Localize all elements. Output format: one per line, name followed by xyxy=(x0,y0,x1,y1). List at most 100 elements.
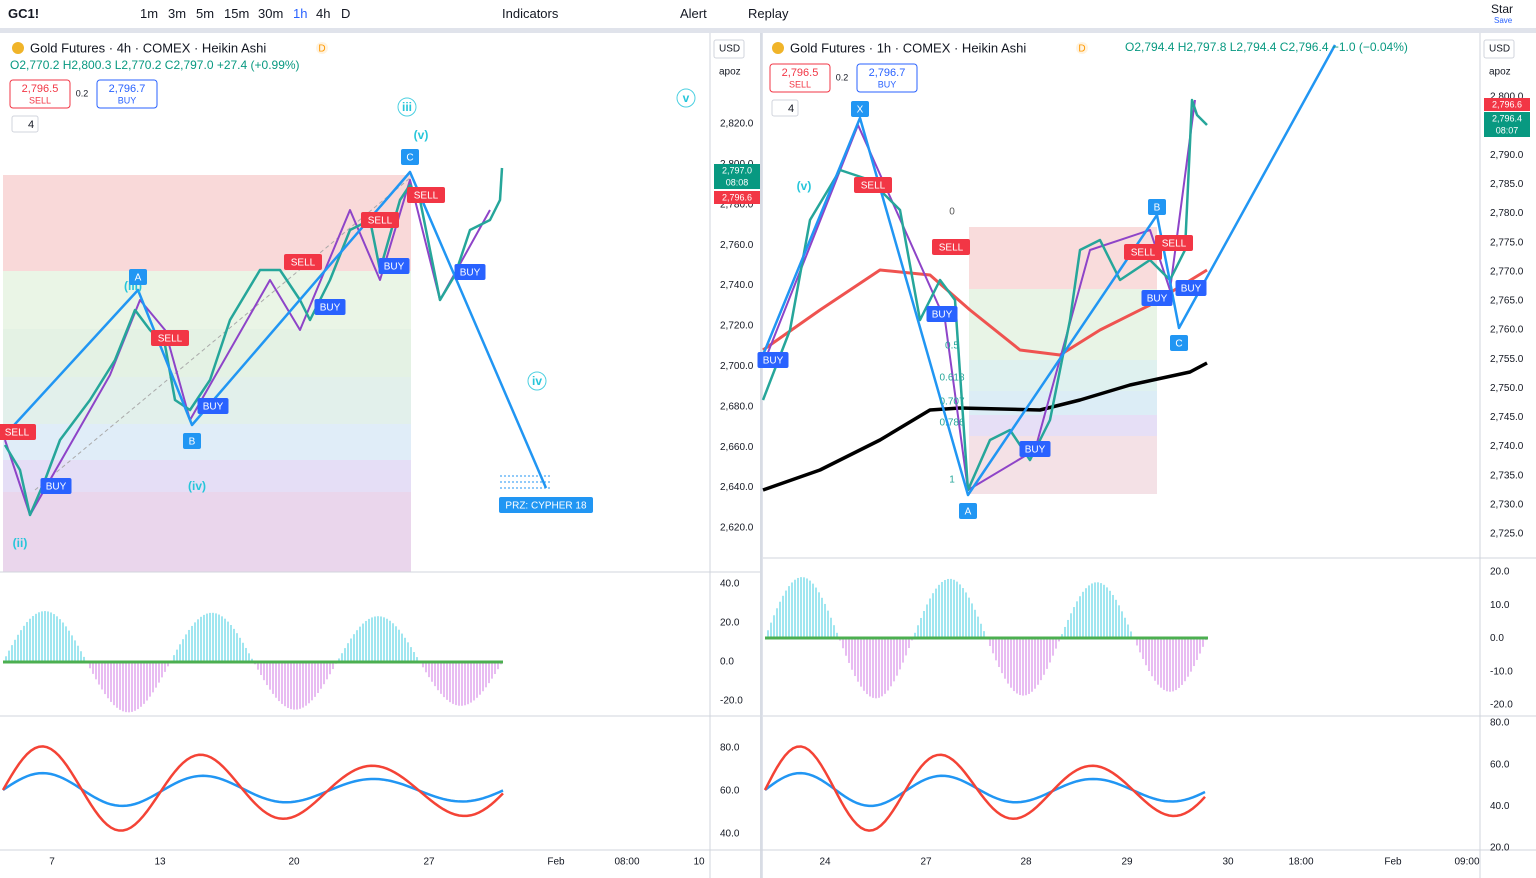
buy-price: 2,796.7 xyxy=(869,67,906,79)
gold-icon xyxy=(12,42,24,54)
buy-signal: BUY xyxy=(46,482,67,493)
interval-button[interactable]: 1m xyxy=(140,6,159,21)
sell-signal: SELL xyxy=(291,258,316,269)
rsi-tick: 20.0 xyxy=(1490,843,1510,854)
price-tag xyxy=(1484,112,1530,125)
interval-button[interactable]: 1h xyxy=(293,6,308,21)
time-label: 13 xyxy=(154,857,166,868)
replay-button[interactable]: Replay xyxy=(748,6,789,21)
interval-button[interactable]: 4h xyxy=(316,6,331,21)
price-tick: 2,760.0 xyxy=(1490,325,1524,336)
time-label: 29 xyxy=(1121,857,1133,868)
scale-mode: apoz xyxy=(719,67,741,78)
interval-button[interactable]: 5m xyxy=(196,6,215,21)
price-tick: 2,700.0 xyxy=(720,361,754,372)
save-button[interactable]: Save xyxy=(1494,16,1513,25)
price-tick: 2,740.0 xyxy=(1490,441,1524,452)
star-button[interactable]: Star xyxy=(1491,2,1514,16)
currency: USD xyxy=(1489,44,1510,55)
rsi-tick: 80.0 xyxy=(1490,718,1510,729)
wave-label: iii xyxy=(402,100,412,114)
time-label: 20 xyxy=(288,857,300,868)
fib-level: 0.707 xyxy=(939,397,964,408)
price-tick: 2,820.0 xyxy=(720,119,754,130)
price-tick: 2,790.0 xyxy=(1490,150,1524,161)
sell-signal-box xyxy=(284,254,322,270)
price-tag xyxy=(1484,98,1530,111)
wave-label: (ii) xyxy=(13,536,28,550)
time-label: 27 xyxy=(920,857,932,868)
toolbar: GC1! Indicators Alert Replay Star Save 1… xyxy=(0,0,1536,29)
price-tag xyxy=(1484,124,1530,137)
sell-signal-box xyxy=(0,424,36,440)
sell-signal-box xyxy=(151,330,189,346)
buy-price: 2,796.7 xyxy=(109,83,146,95)
layers: 4 xyxy=(788,103,794,115)
pattern-point-box xyxy=(959,503,977,519)
wave-label: (v) xyxy=(797,179,812,193)
interval-button[interactable]: 30m xyxy=(258,6,284,21)
wave-label: v xyxy=(683,91,690,105)
sell-price: 2,796.5 xyxy=(782,67,819,79)
interval-button[interactable]: D xyxy=(341,6,351,21)
buy-signal: BUY xyxy=(320,303,341,314)
currency: USD xyxy=(719,44,740,55)
pattern-point-box xyxy=(851,101,869,117)
osc-tick: 20.0 xyxy=(720,618,740,629)
interval-button[interactable]: 15m xyxy=(224,6,250,21)
badge-dot xyxy=(316,42,328,54)
price-tick: 2,660.0 xyxy=(720,442,754,453)
interval-button[interactable]: 3m xyxy=(168,6,187,21)
rsi-tick: 60.0 xyxy=(720,786,740,797)
fib-level: 1 xyxy=(949,475,955,486)
sell-signal: SELL xyxy=(414,191,439,202)
prz-label: PRZ: CYPHER 18 xyxy=(505,501,587,512)
buy-signal-box xyxy=(378,258,410,274)
pattern-point-box xyxy=(401,149,419,165)
sell-signal: SELL xyxy=(368,216,393,227)
price-tick: 2,800.0 xyxy=(1490,92,1524,103)
sell-label: SELL xyxy=(29,95,51,105)
layers: 4 xyxy=(28,119,34,131)
osc-tick: 0.0 xyxy=(720,657,734,668)
price-tick: 2,730.0 xyxy=(1490,500,1524,511)
osc-tick: 40.0 xyxy=(720,579,740,590)
price-tag-text: 2,796.4 xyxy=(1492,113,1522,123)
rsi-tick: 60.0 xyxy=(1490,759,1510,770)
fib-level: 0 xyxy=(949,207,955,218)
sell-signal-box xyxy=(1124,244,1162,260)
layers-box xyxy=(771,99,799,117)
time-label: 28 xyxy=(1020,857,1032,868)
buy-signal: BUY xyxy=(384,262,405,273)
pattern-point: B xyxy=(1154,203,1161,214)
time-label: 30 xyxy=(1222,857,1234,868)
price-tag-text: 2,796.6 xyxy=(1492,99,1522,109)
time-label: 24 xyxy=(819,857,831,868)
badge: D xyxy=(1078,44,1085,55)
pattern-point: A xyxy=(965,507,972,518)
pattern-point-box xyxy=(1148,199,1166,215)
rsi-tick: 80.0 xyxy=(720,743,740,754)
price-tick: 2,755.0 xyxy=(1490,354,1524,365)
fib-level: 0.786 xyxy=(939,418,964,429)
spread: 0.2 xyxy=(836,72,849,82)
time-label: 7 xyxy=(49,857,55,868)
price-tick: 2,740.0 xyxy=(720,280,754,291)
osc-tick: -20.0 xyxy=(720,696,743,707)
price-tick: 2,680.0 xyxy=(720,401,754,412)
spread: 0.2 xyxy=(76,88,89,98)
wave-circle xyxy=(676,88,696,108)
sell-button xyxy=(9,79,71,109)
buy-signal-box xyxy=(757,352,789,368)
price-tag xyxy=(714,176,760,189)
sell-signal: SELL xyxy=(861,181,886,192)
indicators-button[interactable]: Indicators xyxy=(502,6,559,21)
sell-signal-box xyxy=(932,239,970,255)
alert-button[interactable]: Alert xyxy=(680,6,707,21)
sell-signal: SELL xyxy=(1162,239,1187,250)
symbol[interactable]: GC1! xyxy=(8,6,40,21)
pattern-point-box xyxy=(1170,335,1188,351)
sell-price: 2,796.5 xyxy=(22,83,59,95)
osc-tick: 10.0 xyxy=(1490,600,1510,611)
buy-signal-box xyxy=(314,299,346,315)
